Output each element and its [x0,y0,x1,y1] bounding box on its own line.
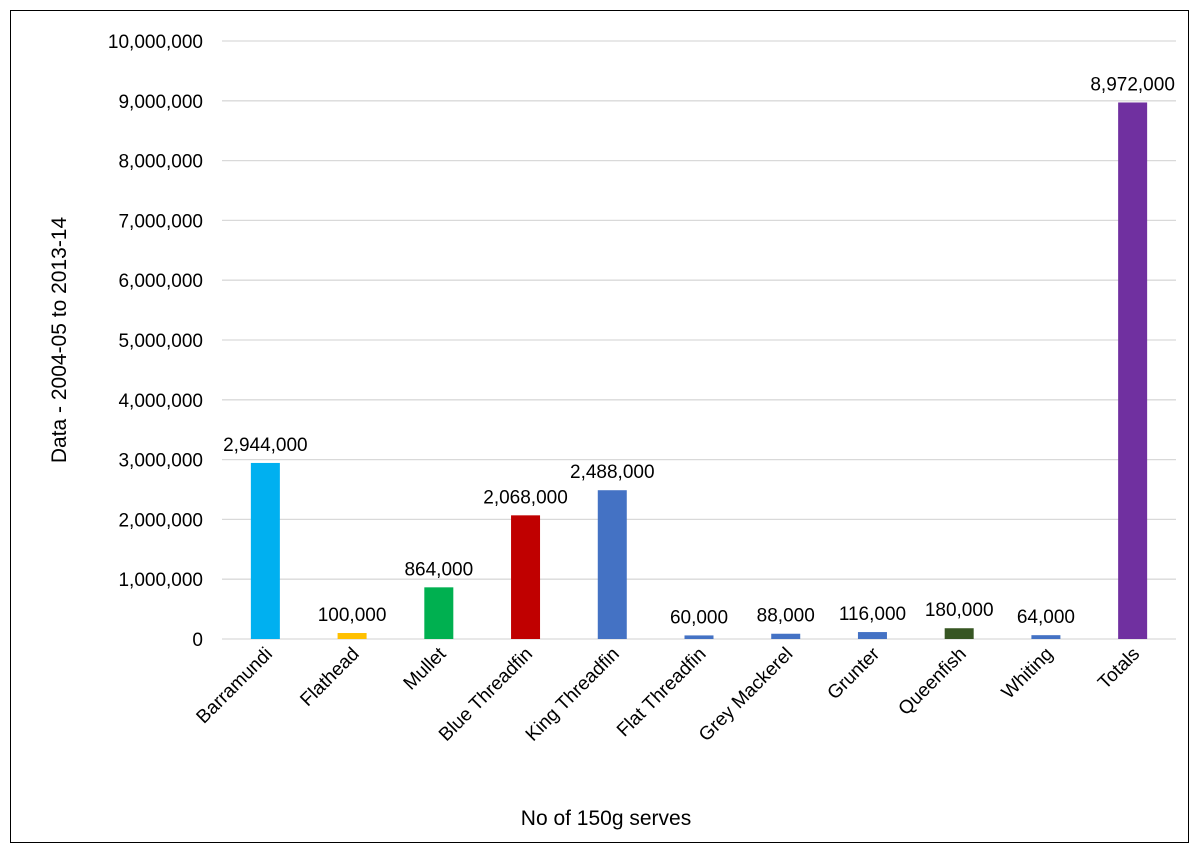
data-label: 2,944,000 [223,435,308,456]
bar [857,632,887,639]
y-tick-label: 3,000,000 [118,451,203,472]
x-tick-label: Queenfish [895,644,971,720]
bar [944,628,974,639]
x-tick-label: Whiting [998,644,1058,704]
data-label: 2,068,000 [483,487,568,508]
data-label: 864,000 [404,559,473,580]
data-label: 8,972,000 [1090,74,1175,95]
bar [337,633,367,639]
bar [684,635,714,639]
bar [1031,635,1061,639]
y-tick-label: 9,000,000 [118,92,203,113]
bar [511,515,541,639]
data-label: 64,000 [1017,607,1075,628]
chart-frame [10,10,1189,843]
bar [1118,102,1148,639]
x-axis-title: No of 150g serves [521,807,691,830]
data-label: 2,488,000 [570,462,655,483]
x-tick-label: Flathead [296,644,363,711]
y-axis-title: Data - 2004-05 to 2013-14 [48,217,71,464]
data-label: 88,000 [757,606,815,627]
data-label: 100,000 [318,605,387,626]
x-tick-label: King Threadfin [522,644,624,746]
y-tick-label: 0 [192,630,203,651]
bar [597,490,627,639]
x-tick-label: Grunter [824,643,885,704]
bar [771,633,801,639]
x-tick-label: Mullet [400,643,451,694]
y-tick-label: 5,000,000 [118,331,203,352]
data-label: 116,000 [839,604,906,625]
y-tick-label: 10,000,000 [108,32,203,53]
x-tick-label: Barramundi [193,644,277,728]
y-tick-label: 4,000,000 [118,391,203,412]
y-tick-label: 2,000,000 [118,510,203,531]
bar [424,587,454,639]
x-tick-label: Flat Threadfin [613,644,711,742]
data-labels: 2,944,000 100,000 864,000 2,068,0002,488,00… [223,74,1175,628]
gridlines [222,40,1176,580]
y-tick-label: 7,000,000 [118,211,203,232]
y-tick-label: 8,000,000 [118,152,203,173]
y-tick-label: 6,000,000 [118,271,203,292]
y-tick-label: 1,000,000 [118,570,203,591]
y-axis-ticks: 0 1,000,000 2,000,000 3,000,000 4,000,000 5,0… [108,32,203,651]
bar [250,462,280,639]
bars [250,102,1148,639]
x-tick-label: Grey Mackerel [695,644,797,746]
x-tick-label: Totals [1094,644,1144,694]
data-label: 60,000 [670,607,728,628]
data-label: 180,000 [925,600,994,621]
